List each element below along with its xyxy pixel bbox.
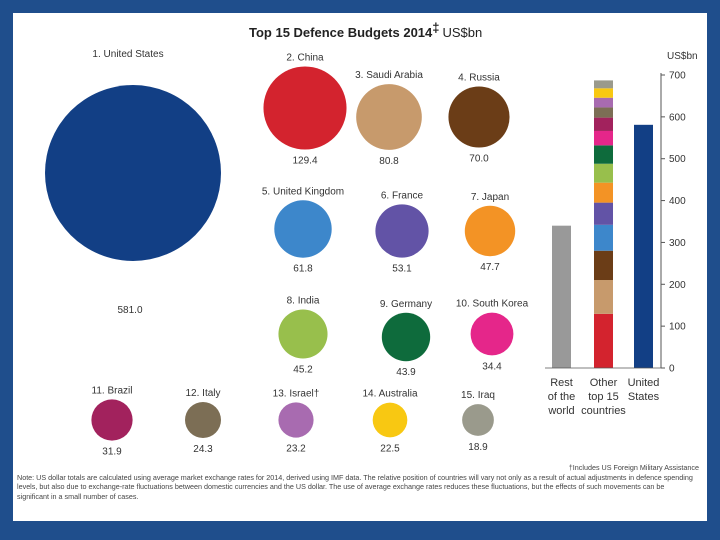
bubble-japan — [464, 205, 516, 257]
bubble-label-germany: 9. Germany — [380, 299, 432, 310]
bar-united-states — [634, 124, 653, 368]
y-tick-label: 100 — [669, 322, 686, 333]
stack-segment-germany — [594, 145, 613, 164]
stack-segment-china — [594, 313, 613, 368]
bubble-value-iraq: 18.9 — [468, 442, 488, 453]
bubble-label-saudi-arabia: 3. Saudi Arabia — [355, 70, 423, 81]
bar-label-united-states: United States — [628, 377, 660, 403]
chart-title: Top 15 Defence Budgets 2014‡ US$bn — [249, 20, 482, 40]
bubble-value-germany: 43.9 — [396, 367, 416, 378]
stack-segment-iraq — [594, 80, 613, 89]
bubble-label-france: 6. France — [381, 190, 424, 201]
bubble-russia — [448, 86, 510, 148]
bubble-value-russia: 70.0 — [469, 154, 489, 165]
stack-segment-south-korea — [594, 130, 613, 146]
bar-label-other-top-15-countries: Other top 15 countries — [581, 377, 626, 417]
bubble-saudi-arabia — [356, 84, 422, 150]
bubble-label-iraq: 15. Iraq — [461, 390, 495, 401]
bubble-value-india: 45.2 — [293, 365, 313, 376]
y-tick-label: 600 — [669, 112, 686, 123]
chart-title-marker: ‡ — [432, 20, 439, 35]
bubble-value-japan: 47.7 — [480, 262, 500, 273]
stack-segment-australia — [594, 88, 613, 98]
y-tick-label: 200 — [669, 280, 686, 291]
stack-segment-brazil — [594, 117, 613, 131]
bar-label-line: world — [547, 405, 574, 417]
bar-label-line: Other — [590, 377, 618, 389]
stack-segment-japan — [594, 182, 613, 203]
chart-panel: Top 15 Defence Budgets 2014‡ US$bn 1. Uni… — [13, 13, 707, 521]
bubble-south-korea — [470, 312, 514, 356]
bubble-value-italy: 24.3 — [193, 444, 213, 455]
bubble-label-israel: 13. Israel† — [273, 388, 320, 399]
bar-label-line: top 15 — [588, 391, 619, 403]
bar-label-line: Rest — [550, 377, 573, 389]
bubble-label-brazil: 11. Brazil — [92, 385, 133, 396]
bubble-label-united-states: 1. United States — [92, 49, 163, 60]
bubble-brazil — [91, 399, 133, 441]
bubble-group: 1. United States 581.0 2. China 129.4 3. Sau… — [45, 49, 529, 458]
stack-segment-india — [594, 163, 613, 183]
y-tick-label: 0 — [669, 364, 675, 375]
bubble-value-united-kingdom: 61.8 — [293, 264, 313, 275]
chart-title-unit: US$bn — [443, 25, 483, 40]
bar-label-rest-of-the-world: Rest of the world — [547, 377, 575, 417]
bubble-value-united-states: 581.0 — [117, 305, 142, 316]
bubble-value-israel: 23.2 — [286, 444, 306, 455]
bubble-value-france: 53.1 — [392, 264, 412, 275]
bubble-italy — [185, 402, 221, 438]
y-tick-label: 400 — [669, 196, 686, 207]
bubble-label-china: 2. China — [286, 52, 324, 63]
bubble-label-russia: 4. Russia — [458, 72, 500, 83]
defence-budget-chart: Top 15 Defence Budgets 2014‡ US$bn 1. Uni… — [45, 20, 698, 458]
bubble-value-australia: 22.5 — [380, 443, 400, 454]
superscript-note: †Includes US Foreign Military Assistance — [568, 463, 699, 472]
bar-label-line: States — [628, 391, 660, 403]
bubble-label-japan: 7. Japan — [471, 192, 509, 203]
bubble-label-india: 8. India — [287, 295, 320, 306]
bubble-iraq — [462, 404, 494, 436]
bar-label-line: of the — [548, 391, 576, 403]
bubble-germany — [381, 312, 431, 362]
bubble-israel — [278, 402, 314, 438]
stack-segment-united-kingdom — [594, 224, 613, 251]
bubble-label-united-kingdom: 5. United Kingdom — [262, 186, 344, 197]
bubble-france — [375, 204, 429, 258]
stack-segment-saudi-arabia — [594, 280, 613, 314]
stack-segment-russia — [594, 250, 613, 281]
bar-label-line: countries — [581, 405, 626, 417]
bubble-value-brazil: 31.9 — [102, 447, 122, 458]
y-tick-label: 300 — [669, 238, 686, 249]
bubble-value-china: 129.4 — [292, 156, 317, 167]
footnote: Note: US dollar totals are calculated us… — [17, 473, 693, 501]
bubble-value-saudi-arabia: 80.8 — [379, 156, 399, 167]
bar-rest-of-the-world — [552, 225, 571, 368]
y-axis-unit-label: US$bn — [667, 51, 698, 62]
bubble-china — [263, 66, 347, 150]
bubble-label-south-korea: 10. South Korea — [456, 299, 529, 310]
bar-label-line: United — [628, 377, 660, 389]
bubble-australia — [372, 402, 408, 438]
bar-chart-group: US$bn 0 100 200 300 400 500 600 700 Rest of the wor… — [545, 51, 698, 417]
bubble-value-south-korea: 34.4 — [482, 361, 502, 372]
chart-title-main: Top 15 Defence Budgets 2014 — [249, 25, 433, 40]
bubble-india — [278, 309, 328, 359]
stack-segment-israel — [594, 97, 613, 108]
bubble-united-states — [45, 85, 221, 261]
y-tick-label: 700 — [669, 71, 686, 82]
stack-segment-italy — [594, 107, 613, 118]
y-tick-label: 500 — [669, 154, 686, 165]
stack-segment-france — [594, 202, 613, 225]
bubble-label-australia: 14. Australia — [362, 389, 417, 400]
bubble-label-italy: 12. Italy — [185, 388, 220, 399]
bubble-united-kingdom — [274, 200, 332, 258]
